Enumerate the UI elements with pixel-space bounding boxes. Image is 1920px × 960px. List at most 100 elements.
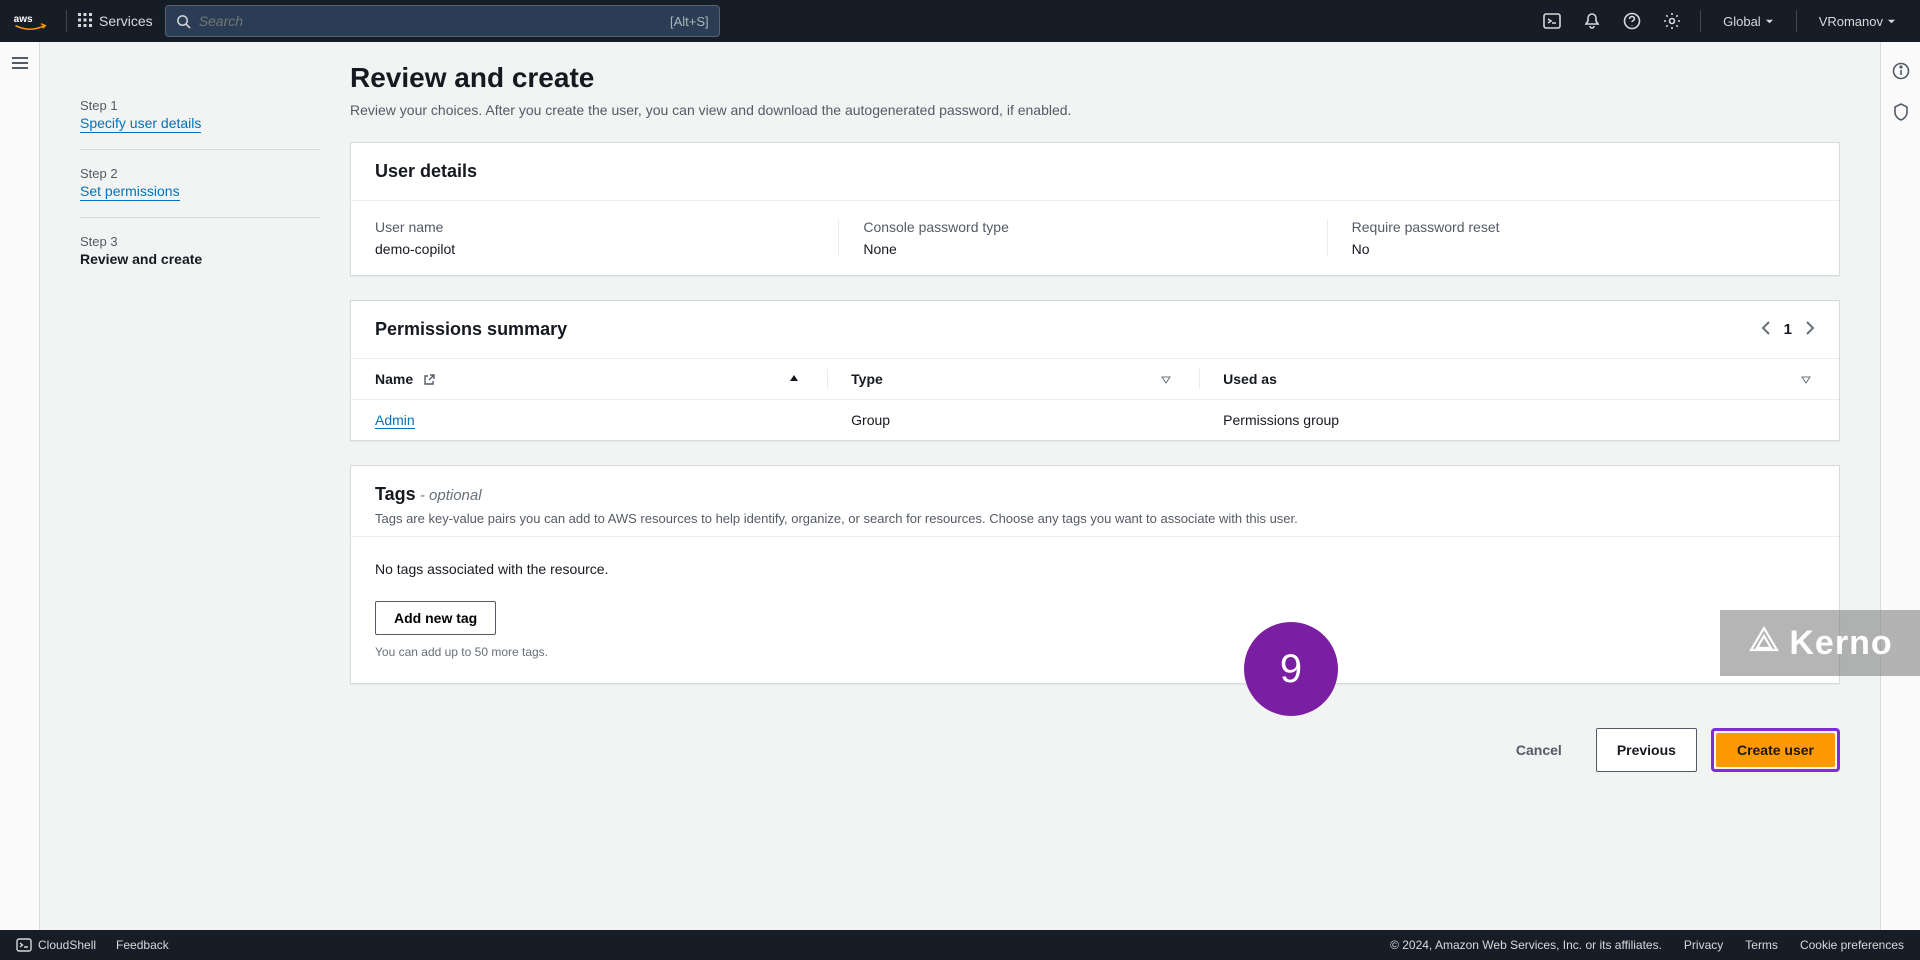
detail-value: No (1352, 241, 1803, 257)
detail-username: User name demo-copilot (375, 219, 838, 257)
add-tag-button[interactable]: Add new tag (375, 601, 496, 635)
create-highlight: Create user (1711, 728, 1840, 772)
pager: 1 (1761, 321, 1815, 339)
panel-title: User details (375, 161, 477, 182)
tags-optional: - optional (416, 487, 482, 504)
account-selector[interactable]: VRomanov (1807, 14, 1908, 29)
region-label: Global (1723, 14, 1761, 29)
feedback-link[interactable]: Feedback (116, 938, 169, 952)
page-desc: Review your choices. After you create th… (350, 102, 1840, 118)
create-user-button[interactable]: Create user (1716, 733, 1835, 767)
col-used-as[interactable]: Used as (1199, 359, 1839, 400)
permission-name-link[interactable]: Admin (375, 412, 415, 429)
step-num: Step 1 (80, 98, 320, 113)
panel-header: User details (351, 143, 1839, 201)
aws-logo[interactable]: aws (12, 11, 48, 31)
col-name[interactable]: Name (351, 359, 827, 400)
step-current: Review and create (80, 251, 320, 267)
col-label: Type (851, 371, 883, 387)
tags-panel: Tags - optional Tags are key-value pairs… (350, 465, 1840, 684)
panel-title: Permissions summary (375, 319, 567, 340)
step-badge: 9 (1244, 622, 1338, 716)
right-rail (1880, 42, 1920, 930)
action-row: Cancel Previous Create user (350, 708, 1840, 802)
left-collapse-rail (0, 42, 40, 930)
info-icon[interactable] (1892, 62, 1910, 83)
sort-icon (1161, 371, 1171, 387)
user-details-panel: User details User name demo-copilot Cons… (350, 142, 1840, 276)
region-selector[interactable]: Global (1711, 14, 1786, 29)
cookie-link[interactable]: Cookie preferences (1800, 938, 1904, 952)
external-link-icon (423, 374, 435, 386)
chevron-down-icon (1887, 17, 1896, 26)
detail-label: Console password type (863, 219, 1314, 235)
permission-type: Group (827, 400, 1199, 441)
wizard-steps: Step 1 Specify user details Step 2 Set p… (40, 42, 350, 930)
search-box[interactable]: [Alt+S] (165, 5, 720, 37)
sort-icon (1801, 371, 1811, 387)
permissions-table: Name Type Used as (351, 359, 1839, 440)
detail-password-type: Console password type None (838, 219, 1326, 257)
detail-value: demo-copilot (375, 241, 826, 257)
detail-label: User name (375, 219, 826, 235)
top-nav: aws Services [Alt+S] Global VRomanov (0, 0, 1920, 42)
svg-text:aws: aws (14, 14, 33, 25)
tags-empty: No tags associated with the resource. (375, 561, 1815, 577)
tags-header: Tags - optional Tags are key-value pairs… (351, 466, 1839, 537)
services-label: Services (99, 13, 153, 29)
divider (66, 10, 67, 32)
notifications-icon[interactable] (1574, 3, 1610, 39)
detail-password-reset: Require password reset No (1327, 219, 1815, 257)
sort-asc-icon (789, 371, 799, 387)
tags-hint: You can add up to 50 more tags. (375, 645, 1815, 659)
step-2: Step 2 Set permissions (80, 150, 320, 218)
kerno-watermark: Kerno (1720, 610, 1920, 676)
detail-row: User name demo-copilot Console password … (375, 219, 1815, 257)
search-input[interactable] (199, 13, 670, 29)
permission-used-as: Permissions group (1199, 400, 1839, 441)
table-row: Admin Group Permissions group (351, 400, 1839, 441)
services-button[interactable]: Services (77, 12, 153, 31)
divider (1796, 10, 1797, 32)
settings-icon[interactable] (1654, 3, 1690, 39)
account-label: VRomanov (1819, 14, 1883, 29)
security-icon[interactable] (1892, 103, 1910, 124)
grid-icon (77, 12, 93, 31)
step-1: Step 1 Specify user details (80, 82, 320, 150)
tags-desc: Tags are key-value pairs you can add to … (375, 511, 1815, 526)
divider (1700, 10, 1701, 32)
copyright: © 2024, Amazon Web Services, Inc. or its… (1390, 938, 1662, 952)
col-type[interactable]: Type (827, 359, 1199, 400)
content-area: Review and create Review your choices. A… (350, 42, 1880, 930)
step-num: Step 3 (80, 234, 320, 249)
terms-link[interactable]: Terms (1745, 938, 1778, 952)
pager-prev[interactable] (1761, 321, 1770, 339)
cloudshell-label: CloudShell (38, 938, 96, 952)
kerno-logo-icon (1747, 626, 1781, 660)
privacy-link[interactable]: Privacy (1684, 938, 1723, 952)
detail-label: Require password reset (1352, 219, 1803, 235)
cloudshell-button[interactable]: CloudShell (16, 937, 96, 953)
step-link-specify-user[interactable]: Specify user details (80, 115, 201, 133)
tags-title: Tags (375, 484, 416, 504)
nav-icons (1534, 3, 1690, 39)
search-shortcut: [Alt+S] (670, 14, 709, 29)
cloudshell-icon[interactable] (1534, 3, 1570, 39)
pager-next[interactable] (1806, 321, 1815, 339)
col-label: Name (375, 371, 413, 387)
cancel-button[interactable]: Cancel (1496, 728, 1582, 772)
panel-header: Permissions summary 1 (351, 301, 1839, 359)
kerno-text: Kerno (1789, 624, 1892, 663)
previous-button[interactable]: Previous (1596, 728, 1697, 772)
footer: CloudShell Feedback © 2024, Amazon Web S… (0, 930, 1920, 960)
pager-page: 1 (1784, 321, 1792, 338)
step-link-set-permissions[interactable]: Set permissions (80, 183, 180, 201)
help-icon[interactable] (1614, 3, 1650, 39)
detail-value: None (863, 241, 1314, 257)
chevron-down-icon (1765, 17, 1774, 26)
step-num: Step 2 (80, 166, 320, 181)
page-title: Review and create (350, 62, 1840, 94)
hamburger-icon[interactable] (12, 56, 28, 930)
step-3: Step 3 Review and create (80, 218, 320, 283)
col-label: Used as (1223, 371, 1277, 387)
